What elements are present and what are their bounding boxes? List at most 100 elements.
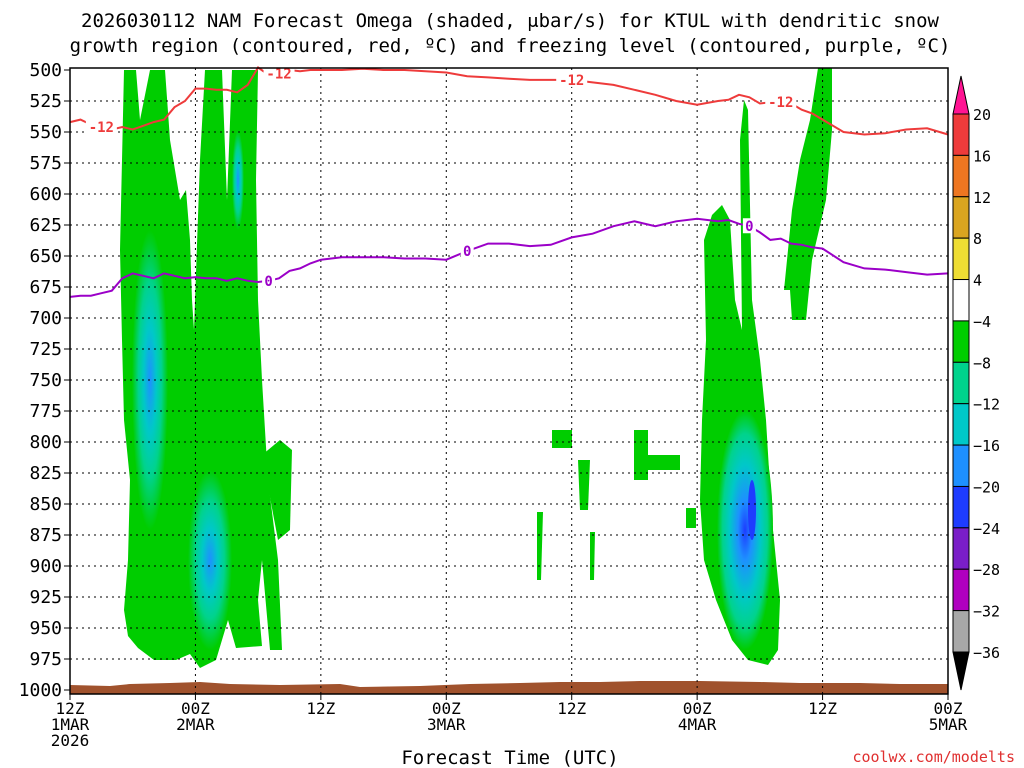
colorbar-label: −32 bbox=[973, 603, 1000, 621]
credit-text: coolwx.com/modelts bbox=[852, 748, 1015, 766]
contour-label: -12 bbox=[559, 73, 584, 89]
contour-label-bg bbox=[262, 272, 276, 288]
colorbar: 20 16 12 8 4 −4 −8 −12 −16 −20 −24 −28 −32 −36 bbox=[952, 75, 1000, 691]
contour-label-bg bbox=[556, 71, 588, 87]
y-tick-label: 1000 bbox=[19, 680, 62, 701]
omega-region-mid-1 bbox=[552, 430, 572, 448]
y-tick-label: 825 bbox=[29, 463, 62, 484]
y-tick-label: 800 bbox=[29, 432, 62, 453]
omega-core-left-2 bbox=[188, 470, 232, 650]
omega-core-right-max bbox=[748, 480, 756, 540]
contour-label: 0 bbox=[745, 219, 753, 235]
x-tick-label: 12Z bbox=[306, 699, 335, 718]
colorbar-box bbox=[952, 444, 970, 487]
x-tick-label: 2026 bbox=[51, 731, 90, 750]
grid-lines bbox=[70, 68, 948, 694]
x-tick-label: 2MAR bbox=[176, 715, 215, 734]
contour-label: -12 bbox=[768, 95, 793, 111]
colorbar-box bbox=[952, 196, 970, 239]
colorbar-label: 4 bbox=[973, 272, 982, 290]
contour-label: 0 bbox=[463, 244, 471, 260]
colorbar-label: −36 bbox=[973, 644, 1000, 662]
x-tick-label: 4MAR bbox=[678, 715, 717, 734]
y-tick-label: 725 bbox=[29, 339, 62, 360]
contour-label: -12 bbox=[266, 67, 291, 83]
colorbar-label: 16 bbox=[973, 147, 991, 165]
colorbar-box bbox=[952, 279, 970, 322]
colorbar-box bbox=[952, 237, 970, 281]
colorbar-top-arrow bbox=[952, 75, 970, 115]
contour-label-bg bbox=[85, 119, 117, 135]
colorbar-label: −24 bbox=[973, 520, 1000, 538]
x-tick-label: 1MAR bbox=[51, 715, 90, 734]
y-tick-label: 525 bbox=[29, 91, 62, 112]
colorbar-box bbox=[952, 568, 970, 612]
contour-label-bg bbox=[460, 243, 474, 259]
omega-shading bbox=[120, 68, 832, 668]
colorbar-label: −28 bbox=[973, 561, 1000, 579]
colorbar-box bbox=[952, 113, 970, 156]
x-tick-label: 5MAR bbox=[929, 715, 968, 734]
y-tick-label: 575 bbox=[29, 153, 62, 174]
colorbar-box bbox=[952, 610, 970, 653]
y-tick-label: 700 bbox=[29, 308, 62, 329]
y-tick-label: 900 bbox=[29, 556, 62, 577]
colorbar-box bbox=[952, 403, 970, 446]
x-axis-label: Forecast Time (UTC) bbox=[401, 747, 618, 768]
colorbar-box bbox=[952, 361, 970, 405]
colorbar-label: −20 bbox=[973, 478, 1000, 496]
contour-label-bg bbox=[742, 218, 756, 234]
y-tick-label: 875 bbox=[29, 525, 62, 546]
omega-region-mid-2 bbox=[634, 430, 680, 480]
omega-core-right bbox=[717, 410, 773, 650]
y-tick-label: 925 bbox=[29, 587, 62, 608]
x-tick-label: 00Z bbox=[432, 699, 461, 718]
contour-label: -12 bbox=[89, 120, 114, 136]
x-tick-label: 3MAR bbox=[427, 715, 466, 734]
colorbar-label: −16 bbox=[973, 437, 1000, 455]
ground-terrain bbox=[70, 681, 948, 694]
y-tick-label: 750 bbox=[29, 370, 62, 391]
chart-title-line2: growth region (contoured, red, ºC) and f… bbox=[70, 35, 951, 57]
omega-region-mid-5 bbox=[590, 532, 595, 580]
colorbar-label: −8 bbox=[973, 354, 991, 372]
colorbar-label: 8 bbox=[973, 230, 982, 248]
y-tick-label: 500 bbox=[29, 60, 62, 81]
colorbar-box bbox=[952, 527, 970, 570]
omega-region-mid-3 bbox=[578, 460, 590, 510]
colorbar-box bbox=[952, 485, 970, 529]
omega-core-left-3 bbox=[232, 130, 244, 230]
chart-title-line1: 2026030112 NAM Forecast Omega (shaded, μ… bbox=[81, 10, 939, 32]
x-tick-label: 00Z bbox=[683, 699, 712, 718]
omega-region-right-b bbox=[686, 508, 696, 528]
omega-region-mid-4 bbox=[537, 512, 543, 580]
contour-label-bg bbox=[765, 94, 797, 110]
plot-frame bbox=[69, 67, 949, 695]
colorbar-box bbox=[952, 320, 970, 363]
y-tick-label: 775 bbox=[29, 401, 62, 422]
y-tick-label: 600 bbox=[29, 184, 62, 205]
y-axis: 500 525 550 575 600 625 650 675 700 725 750 775 800 8… bbox=[19, 60, 70, 701]
y-tick-label: 625 bbox=[29, 215, 62, 236]
x-tick-label: 00Z bbox=[181, 699, 210, 718]
colorbar-box bbox=[952, 154, 970, 198]
colorbar-bottom-arrow bbox=[952, 651, 970, 691]
y-tick-label: 950 bbox=[29, 618, 62, 639]
y-tick-label: 850 bbox=[29, 494, 62, 515]
contour-label-bg bbox=[263, 65, 295, 81]
x-tick-label: 12Z bbox=[56, 699, 85, 718]
colorbar-label: 12 bbox=[973, 189, 991, 207]
y-tick-label: 650 bbox=[29, 246, 62, 267]
x-tick-label: 12Z bbox=[557, 699, 586, 718]
y-tick-label: 975 bbox=[29, 649, 62, 670]
colorbar-label: −12 bbox=[973, 396, 1000, 414]
x-tick-label: 12Z bbox=[808, 699, 837, 718]
colorbar-label: 20 bbox=[973, 106, 991, 124]
contours: -12 -12 -12 -12 0 0 0 bbox=[69, 65, 949, 298]
contour-line-0 bbox=[69, 217, 949, 298]
colorbar-label: −4 bbox=[973, 313, 991, 331]
x-tick-label: 00Z bbox=[934, 699, 963, 718]
y-tick-label: 675 bbox=[29, 277, 62, 298]
